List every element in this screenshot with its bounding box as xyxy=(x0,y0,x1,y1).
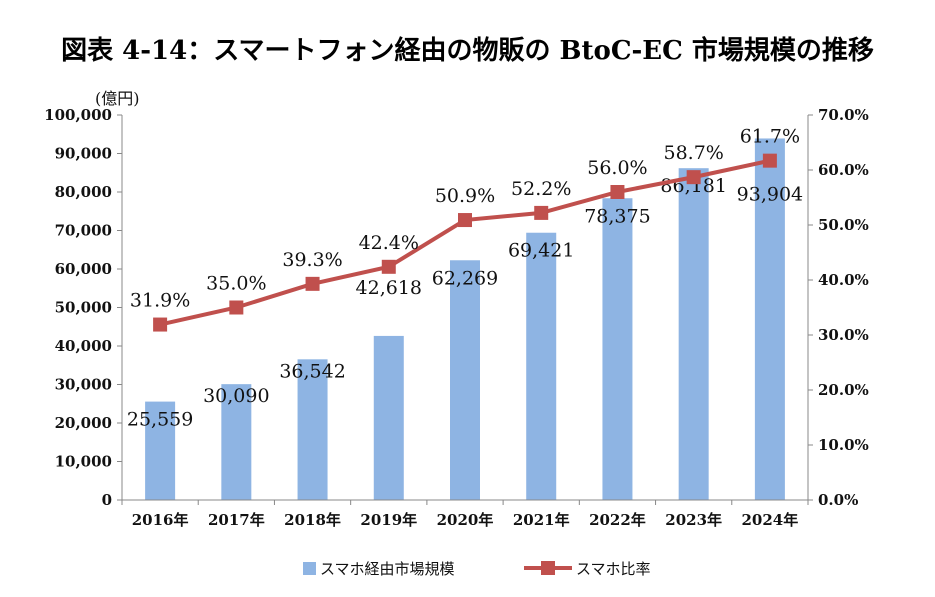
x-tick-label: 2024年 xyxy=(742,511,799,529)
left-tick-label: 70,000 xyxy=(55,222,112,240)
left-tick-label: 50,000 xyxy=(55,299,112,317)
bar-value-label: 78,375 xyxy=(584,205,650,227)
ratio-value-label: 35.0% xyxy=(206,273,266,295)
ratio-value-label: 31.9% xyxy=(130,290,190,312)
legend-line-label: スマホ比率 xyxy=(576,560,651,578)
ratio-value-label: 39.3% xyxy=(282,249,342,271)
bar-value-label: 36,542 xyxy=(279,360,345,382)
right-tick-label: 40.0% xyxy=(818,271,869,289)
left-tick-label: 0 xyxy=(102,491,112,509)
left-tick-label: 100,000 xyxy=(44,106,112,124)
x-tick-label: 2023年 xyxy=(665,511,722,529)
chart-title: 図表 4-14：スマートフォン経由の物販の BtoC-EC 市場規模の推移 xyxy=(61,36,874,66)
left-tick-label: 20,000 xyxy=(55,414,112,432)
bar-2023年 xyxy=(678,168,709,500)
bar-value-label: 62,269 xyxy=(432,267,498,289)
bar-2024年 xyxy=(754,138,785,500)
left-tick-label: 90,000 xyxy=(55,145,112,163)
bar-2019年 xyxy=(373,335,404,500)
ratio-marker-2024年 xyxy=(762,153,777,168)
ratio-value-label: 52.2% xyxy=(511,178,571,200)
bar-2020年 xyxy=(450,260,480,500)
x-tick-label: 2018年 xyxy=(284,511,341,529)
left-tick-label: 30,000 xyxy=(55,376,112,394)
bar-2016年 xyxy=(145,401,176,500)
ratio-value-label: 50.9% xyxy=(435,185,495,207)
ratio-marker-2016年 xyxy=(153,317,168,332)
ratio-value-label: 61.7% xyxy=(740,126,800,148)
x-tick-label: 2021年 xyxy=(513,511,570,529)
ratio-marker-2017年 xyxy=(229,300,244,315)
right-tick-label: 20.0% xyxy=(818,381,869,399)
bar-2018年 xyxy=(297,359,328,500)
x-tick-label: 2017年 xyxy=(208,511,265,529)
x-tick-label: 2020年 xyxy=(437,511,494,529)
y-unit-label: (億円) xyxy=(95,89,140,108)
ratio-value-label: 58.7% xyxy=(663,142,723,164)
bar-2022年 xyxy=(602,198,633,500)
bar-value-label: 69,421 xyxy=(508,240,574,262)
right-tick-label: 70.0% xyxy=(818,106,869,124)
bar-2021年 xyxy=(526,232,557,500)
left-tick-label: 40,000 xyxy=(55,337,112,355)
legend-line-marker xyxy=(541,561,555,575)
bar-value-label: 30,090 xyxy=(203,385,269,407)
right-tick-label: 50.0% xyxy=(818,216,869,234)
ratio-marker-2020年 xyxy=(458,213,472,228)
x-tick-label: 2022年 xyxy=(589,511,646,529)
ratio-marker-2019年 xyxy=(381,259,396,274)
ratio-marker-2023年 xyxy=(686,170,701,185)
left-tick-label: 80,000 xyxy=(55,183,112,201)
right-tick-label: 10.0% xyxy=(818,436,869,454)
legend-bar-label: スマホ経由市場規模 xyxy=(320,560,455,578)
right-tick-label: 60.0% xyxy=(818,161,869,179)
bar-value-label: 25,559 xyxy=(127,409,193,431)
ratio-value-label: 56.0% xyxy=(587,157,647,179)
x-tick-label: 2016年 xyxy=(132,511,189,529)
left-tick-label: 60,000 xyxy=(55,260,112,278)
ratio-value-label: 42.4% xyxy=(359,232,419,254)
bar-value-label: 42,618 xyxy=(356,277,422,299)
bar-2017年 xyxy=(221,384,252,500)
right-tick-label: 30.0% xyxy=(818,326,869,344)
right-tick-label: 0.0% xyxy=(818,491,858,509)
ratio-marker-2018年 xyxy=(305,276,320,291)
ratio-marker-2021年 xyxy=(534,205,549,220)
ratio-marker-2022年 xyxy=(610,185,625,199)
left-tick-label: 10,000 xyxy=(55,453,112,471)
legend-bar-swatch xyxy=(303,562,316,575)
x-tick-label: 2019年 xyxy=(360,511,417,529)
bar-value-label: 93,904 xyxy=(737,183,803,205)
